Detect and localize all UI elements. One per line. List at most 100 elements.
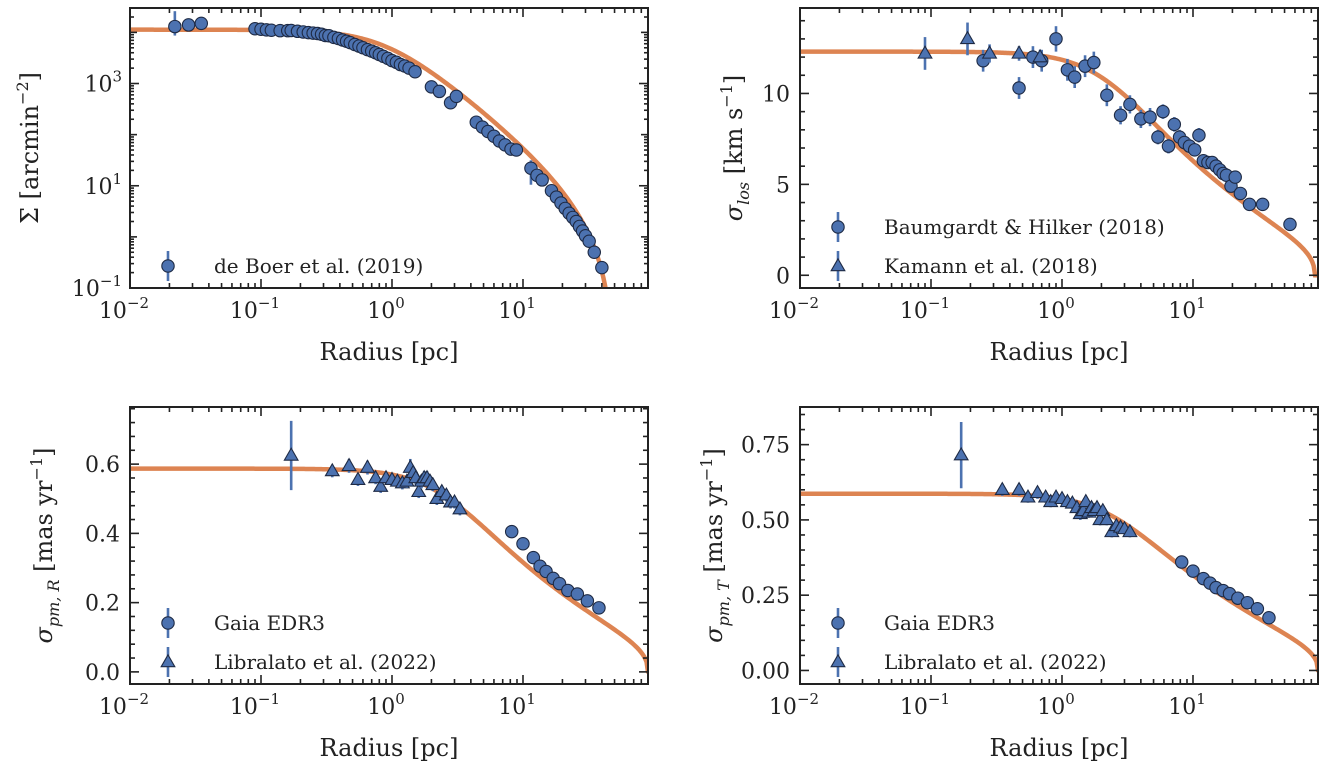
- pm-tangential-data-point: [1029, 484, 1046, 499]
- los-dispersion-data-point: [981, 45, 998, 59]
- pm-tangential-y-tick-label: 0.50: [741, 509, 790, 534]
- pm-tangential-x-tick-label: 101: [1168, 690, 1206, 720]
- surface-density-data-point: [582, 234, 596, 249]
- los-dispersion-data-point: [1233, 186, 1248, 201]
- pm-tangential-legend-circle-marker: [831, 616, 845, 630]
- los-dispersion-model-curve: [800, 49, 1318, 278]
- surface-density-y-tick-label: 103: [84, 68, 122, 98]
- pm-tangential-y-tick-label: 0.00: [741, 659, 790, 684]
- surface-density-data-point: [449, 89, 464, 104]
- pm-tangential-data-point: [1240, 595, 1255, 610]
- surface-density-x-axis-label: Radius [pc]: [320, 338, 459, 366]
- los-dispersion-data-point: [1283, 217, 1297, 232]
- los-dispersion-x-tick-label: 101: [1168, 294, 1206, 324]
- los-dispersion-data-point: [1255, 197, 1270, 212]
- pm-radial-y-tick-label: 0.4: [85, 522, 120, 547]
- los-dispersion-data-point: [1242, 197, 1257, 212]
- surface-density-x-tick-label: 101: [498, 294, 536, 324]
- pm-radial-data-point: [341, 457, 357, 472]
- pm-tangential-data-point: [1011, 481, 1027, 496]
- pm-radial-legend-label: Libralato et al. (2022): [214, 650, 437, 674]
- panel-los-dispersion: 10−2 10−1 100 101 0 5 10 Radius [pc] σlos [km s−…: [717, 7, 1319, 366]
- los-dispersion-data-point: [1123, 97, 1137, 112]
- surface-density-axes-frame: [129, 7, 649, 289]
- pm-radial-x-tick-label: 10−1: [230, 690, 280, 720]
- pm-tangential-legend-label: Libralato et al. (2022): [884, 650, 1107, 674]
- los-dispersion-x-axis-label: Radius [pc]: [990, 338, 1129, 366]
- pm-radial-data-point: [504, 524, 519, 539]
- pm-radial-x-axis-label: Radius [pc]: [320, 734, 459, 762]
- panel-pm-radial-dispersion: 10−2 10−1 100 101 0.0 0.2 0.4 0.6 Radius [pc] σpm…: [27, 406, 649, 762]
- pm-radial-data-point: [367, 469, 384, 484]
- pm-tangential-legend: Gaia EDR3 Libralato et al. (2022): [830, 608, 1107, 677]
- panel-pm-tangential-dispersion: 10−2 10−1 100 101 0.00 0.25 0.50 0.75 Radius [pc…: [697, 406, 1319, 762]
- surface-density-x-tick-label: 10−1: [230, 294, 280, 324]
- pm-radial-data-point: [359, 459, 376, 473]
- pm-radial-x-tick-label: 101: [498, 690, 536, 720]
- los-dispersion-legend: Baumgardt & Hilker (2018) Kamann et al. (…: [830, 212, 1165, 281]
- los-dispersion-data-point: [1012, 81, 1026, 95]
- pm-tangential-data-point: [1186, 564, 1200, 578]
- pm-tangential-x-axis-label: Radius [pc]: [990, 734, 1129, 762]
- surface-density-data-point: [194, 16, 209, 31]
- pm-radial-y-axis-label: σpm, R [mas yr−1]: [27, 447, 63, 643]
- pm-radial-y-tick-label: 0.0: [85, 661, 120, 686]
- surface-density-data-point: [509, 143, 524, 157]
- pm-radial-data-point: [410, 483, 427, 498]
- pm-radial-y-tick-label: 0.2: [85, 592, 120, 617]
- surface-density-series-circles: [168, 11, 609, 275]
- los-dispersion-data-point: [1011, 45, 1027, 59]
- pm-tangential-data-point: [1099, 511, 1115, 526]
- pm-radial-data-point: [452, 500, 468, 515]
- los-dispersion-x-tick-label: 10−2: [769, 294, 819, 324]
- pm-tangential-data-point: [1122, 523, 1138, 538]
- los-dispersion-data-point: [1151, 130, 1165, 144]
- pm-radial-model-curve: [130, 466, 648, 675]
- los-dispersion-data-point: [917, 45, 933, 59]
- pm-radial-data-point: [570, 587, 585, 601]
- los-dispersion-y-tick-label: 10: [762, 82, 790, 107]
- surface-density-data-point: [587, 245, 602, 260]
- los-dispersion-data-point: [1143, 110, 1157, 124]
- los-dispersion-legend-label: Baumgardt & Hilker (2018): [884, 215, 1165, 239]
- pm-tangential-model-curve: [800, 491, 1318, 673]
- pm-radial-data-point: [516, 537, 530, 551]
- pm-tangential-axes-frame: [799, 406, 1319, 685]
- surface-density-data-point: [595, 260, 609, 275]
- pm-radial-legend-triangle-marker: [160, 653, 176, 668]
- surface-density-data-point: [535, 173, 549, 187]
- los-dispersion-x-tick-label: 100: [1037, 294, 1075, 324]
- pm-tangential-series-triangles: [953, 422, 1138, 538]
- los-dispersion-y-axis-label: σlos [km s−1]: [717, 75, 753, 222]
- los-dispersion-x-tick-label: 10−1: [900, 294, 950, 324]
- pm-tangential-x-tick-label: 10−2: [769, 690, 819, 720]
- surface-density-data-point: [168, 19, 182, 34]
- surface-density-legend: de Boer et al. (2019): [161, 251, 423, 281]
- los-dispersion-data-point: [1167, 117, 1182, 132]
- pm-tangential-x-tick-label: 10−1: [900, 690, 950, 720]
- pm-tangential-data-point: [994, 481, 1011, 496]
- surface-density-model-curve: [130, 27, 608, 288]
- los-dispersion-y-tick-label: 5: [776, 173, 790, 198]
- pm-radial-data-point: [372, 478, 389, 492]
- surface-density-data-point: [408, 64, 422, 79]
- pm-radial-series-triangles: [283, 420, 468, 516]
- surface-density-legend-label: de Boer et al. (2019): [214, 254, 423, 278]
- surface-density-y-tick-label: 10−1: [72, 272, 122, 302]
- los-dispersion-data-point: [1087, 55, 1101, 70]
- los-dispersion-data-point: [1032, 48, 1048, 63]
- surface-density-data-point: [181, 18, 196, 32]
- los-dispersion-data-point: [1192, 128, 1206, 143]
- surface-density-legend-circle-marker: [161, 259, 175, 273]
- los-dispersion-series-circles: [976, 26, 1297, 232]
- pm-radial-data-point: [580, 594, 595, 608]
- pm-tangential-data-point: [1174, 555, 1189, 569]
- pm-tangential-legend-label: Gaia EDR3: [884, 611, 995, 635]
- pm-tangential-legend-triangle-marker: [830, 653, 846, 668]
- los-dispersion-data-point: [1113, 108, 1128, 123]
- pm-radial-y-tick-label: 0.6: [85, 453, 120, 478]
- pm-radial-data-point: [425, 476, 441, 491]
- pm-tangential-data-point: [953, 446, 969, 461]
